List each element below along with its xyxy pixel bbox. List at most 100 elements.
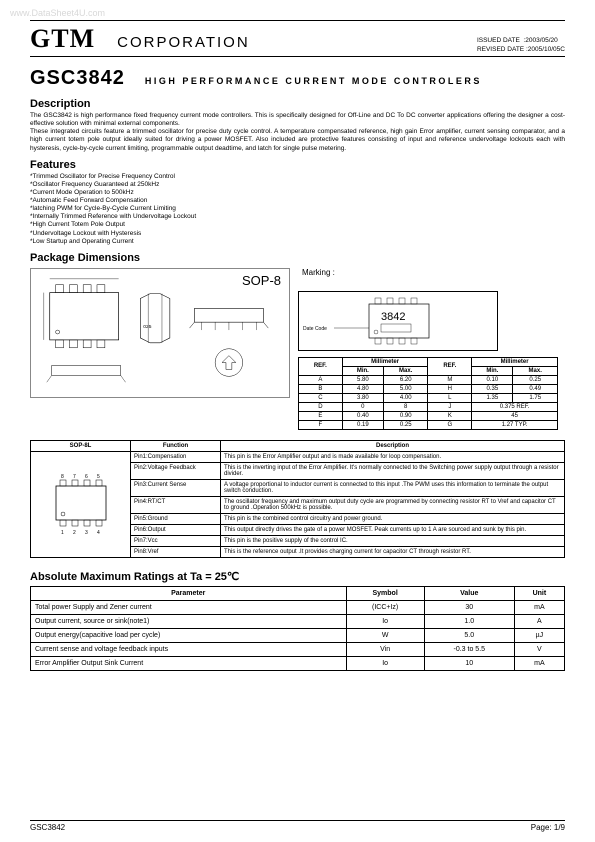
abs-row: Output energy(capacitive load per cycle)…	[31, 628, 565, 642]
dim-cell: 0.25	[383, 420, 428, 429]
abs-cell: Io	[346, 656, 424, 670]
pin-col2-h: Function	[131, 440, 221, 451]
dim-cell: 3.80	[342, 393, 383, 402]
pin-col3-h: Description	[221, 440, 565, 451]
feature-item: *Trimmed Oscillator for Precise Frequenc…	[30, 173, 565, 181]
dim-cell: 1.35	[472, 393, 513, 402]
dim-cell: 0.90	[383, 411, 428, 420]
dim-min-h1: Min.	[342, 366, 383, 375]
feature-item: *Oscillator Frequency Guaranteed at 250k…	[30, 181, 565, 189]
features-heading: Features	[30, 159, 565, 171]
header-bar: GTM CORPORATION ISSUED DATE :2003/05/20 …	[30, 20, 565, 57]
pin-desc-cell: This pin is the combined control circuit…	[221, 513, 565, 524]
feature-item: *Internally Trimmed Reference with Under…	[30, 213, 565, 221]
feature-item: *latching PWM for Cycle-By-Cycle Current…	[30, 205, 565, 213]
abs-cell: Io	[346, 614, 424, 628]
dim-cell: L	[428, 393, 472, 402]
dim-ref-h2: REF.	[428, 357, 472, 375]
dim-cell: H	[428, 384, 472, 393]
pin-desc-cell: This pin is the Error Amplifier output a…	[221, 451, 565, 462]
dim-cell: 1.27 TYP.	[472, 420, 558, 429]
pin-func-cell: Pin6:Output	[131, 524, 221, 535]
footer-left: GSC3842	[30, 823, 65, 832]
dim-row: D08J0.375 REF.	[299, 402, 558, 411]
subtitle: HIGH PERFORMANCE CURRENT MODE CONTROLERS	[145, 76, 482, 86]
svg-text:Date Code: Date Code	[303, 326, 327, 332]
dim-cell: D	[299, 402, 343, 411]
corporation-text: CORPORATION	[117, 34, 250, 51]
dim-cell: 45	[472, 411, 558, 420]
abs-cell: 5.0	[424, 628, 514, 642]
dim-row: F0.190.25G1.27 TYP.	[299, 420, 558, 429]
dim-cell: 0.49	[513, 384, 558, 393]
issued-label: ISSUED DATE	[477, 37, 520, 44]
watermark-text: www.DataSheet4U.com	[10, 8, 105, 18]
pin-desc-cell: This output directly drives the gate of …	[221, 524, 565, 535]
marking-box: 3842 Date Code	[298, 291, 498, 351]
dim-cell: F	[299, 420, 343, 429]
abs-row: Output current, source or sink(note1)Io1…	[31, 614, 565, 628]
dim-cell: G	[428, 420, 472, 429]
abs-max-heading: Absolute Maximum Ratings at Ta = 25℃	[30, 570, 565, 583]
dim-mm-h1: Millimeter	[342, 357, 428, 366]
description-heading: Description	[30, 98, 565, 110]
svg-text:4: 4	[97, 530, 100, 536]
revised-date: :2005/10/05C	[526, 46, 565, 53]
abs-cell: Vin	[346, 642, 424, 656]
package-svg: 025	[31, 269, 289, 397]
description-para-1: The GSC3842 is high performance fixed fr…	[30, 112, 565, 128]
abs-cell: Total power Supply and Zener current	[31, 600, 347, 614]
dim-cell: 0.375 REF.	[472, 402, 558, 411]
abs-cell: V	[514, 642, 564, 656]
svg-text:025: 025	[143, 324, 151, 330]
dim-cell: E	[299, 411, 343, 420]
abs-header-cell: Parameter	[31, 586, 347, 600]
dim-row: B4.805.00H0.350.49	[299, 384, 558, 393]
dimension-table: REF. Millimeter REF. Millimeter Min. Max…	[298, 357, 558, 430]
abs-cell: (ICC+Iz)	[346, 600, 424, 614]
pin-desc-cell: The oscillator frequency and maximum out…	[221, 496, 565, 513]
issued-date: :2003/05/20	[523, 37, 557, 44]
dim-cell: 0.19	[342, 420, 383, 429]
feature-item: *Undervoltage Lockout with Hysteresis	[30, 230, 565, 238]
feature-item: *Low Startup and Operating Current	[30, 238, 565, 246]
abs-cell: 30	[424, 600, 514, 614]
dim-cell: 4.80	[342, 384, 383, 393]
abs-header-cell: Symbol	[346, 586, 424, 600]
abs-cell: µJ	[514, 628, 564, 642]
pin-desc-cell: This is the inverting input of the Error…	[221, 462, 565, 479]
abs-cell: mA	[514, 600, 564, 614]
abs-cell: W	[346, 628, 424, 642]
abs-cell: mA	[514, 656, 564, 670]
pin-desc-cell: This is the reference output .It provide…	[221, 546, 565, 557]
package-drawing: SOP-8 025	[30, 268, 290, 398]
dim-cell: 0.10	[472, 375, 513, 384]
part-number: GSC3842	[30, 67, 125, 90]
dim-cell: 6.20	[383, 375, 428, 384]
abs-cell: Output energy(capacitive load per cycle)	[31, 628, 347, 642]
date-block: ISSUED DATE :2003/05/20 REVISED DATE :20…	[477, 37, 565, 54]
footer-right: Page: 1/9	[531, 823, 565, 832]
revised-label: REVISED DATE	[477, 46, 524, 53]
pin-desc-cell: A voltage proportional to inductor curre…	[221, 479, 565, 496]
dim-cell: A	[299, 375, 343, 384]
svg-text:6: 6	[85, 474, 88, 480]
svg-text:2: 2	[73, 530, 76, 536]
dim-cell: 4.00	[383, 393, 428, 402]
pin-desc-cell: This pin is the positive supply of the c…	[221, 535, 565, 546]
package-heading: Package Dimensions	[30, 252, 565, 264]
abs-cell: Current sense and voltage feedback input…	[31, 642, 347, 656]
feature-item: *High Current Totem Pole Output	[30, 221, 565, 229]
dim-cell: 0	[342, 402, 383, 411]
dim-mm-h2: Millimeter	[472, 357, 558, 366]
dim-cell: 5.00	[383, 384, 428, 393]
svg-text:7: 7	[73, 474, 76, 480]
feature-item: *Current Mode Operation to 500kHz	[30, 189, 565, 197]
abs-header-cell: Unit	[514, 586, 564, 600]
pin-table: SOP-8L Function Description 87651234Pin1…	[30, 440, 565, 558]
abs-row: Error Amplifier Output Sink CurrentIo10m…	[31, 656, 565, 670]
abs-row: Total power Supply and Zener current(ICC…	[31, 600, 565, 614]
svg-text:5: 5	[97, 474, 100, 480]
dim-cell: C	[299, 393, 343, 402]
pin-func-cell: Pin2:Voltage Feedback	[131, 462, 221, 479]
